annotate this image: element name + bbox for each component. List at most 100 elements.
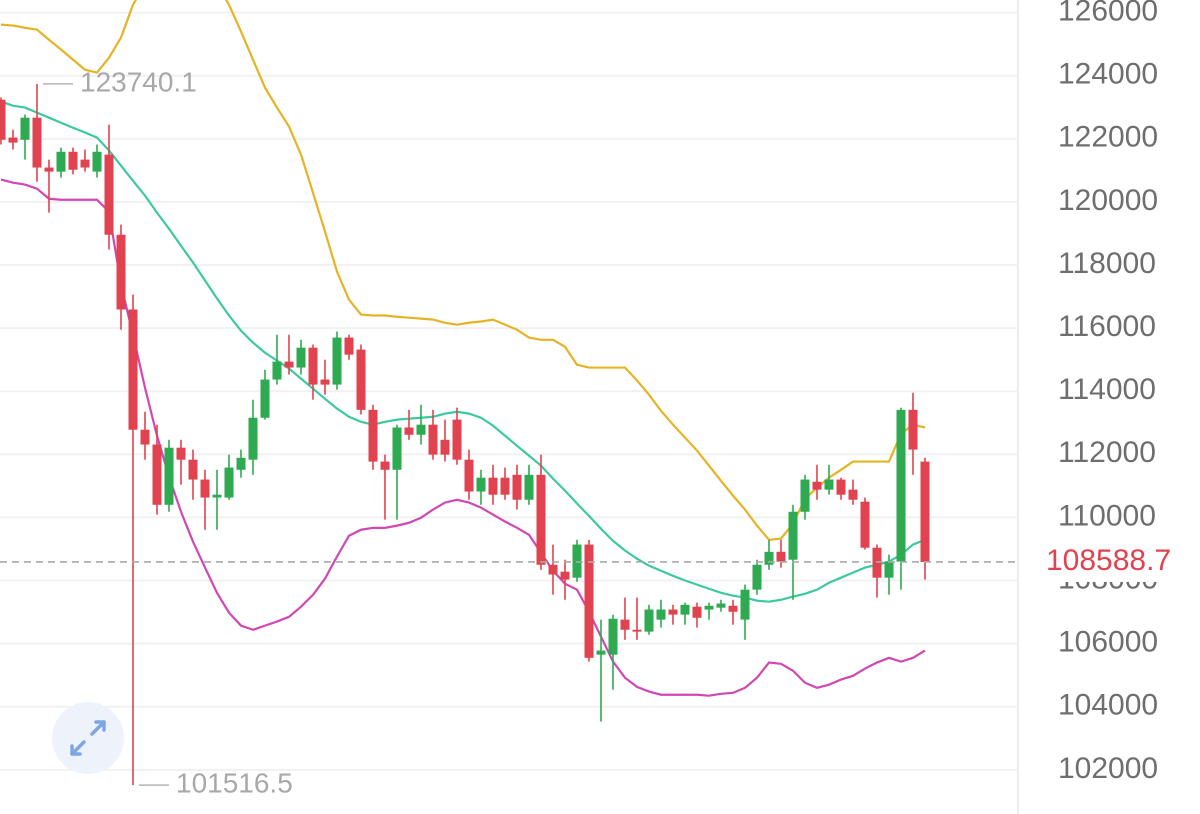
candle-body <box>488 477 498 495</box>
price-label: 108588.7 <box>1046 544 1171 577</box>
candle-body <box>884 561 894 578</box>
candle-body <box>128 309 138 430</box>
candle-body <box>416 424 426 435</box>
band-line <box>0 0 926 541</box>
candle-body <box>644 609 654 632</box>
candle-body <box>236 457 246 470</box>
candle-body <box>104 154 114 235</box>
candle-body <box>320 379 330 385</box>
candle-body <box>524 474 534 500</box>
candle-body <box>296 347 306 368</box>
candle-body <box>860 501 870 548</box>
candle-body <box>308 347 318 385</box>
candle-body <box>428 424 438 455</box>
candle-body <box>32 117 42 168</box>
candle-body <box>56 151 66 172</box>
candles <box>0 83 930 786</box>
candle-body <box>836 479 846 495</box>
y-tick-label: 118000 <box>1058 247 1156 280</box>
candle-body <box>80 159 90 168</box>
candle-body <box>632 629 642 632</box>
candle-body <box>824 479 834 490</box>
candle-body <box>740 589 750 620</box>
candle-body <box>464 459 474 492</box>
candle-body <box>728 605 738 612</box>
candle-body <box>248 417 258 460</box>
y-tick-label: 102000 <box>1058 752 1158 785</box>
candle-body <box>536 474 546 565</box>
candle-body <box>152 444 162 505</box>
overlay-lines <box>0 0 926 697</box>
candle-body <box>896 409 906 562</box>
candle-body <box>404 427 414 435</box>
candle-body <box>692 606 702 618</box>
candle-body <box>764 551 774 565</box>
candle-body <box>284 361 294 368</box>
y-tick-label: 106000 <box>1058 626 1158 659</box>
candle-body <box>752 564 762 590</box>
candle-body <box>608 618 618 655</box>
candle-body <box>596 650 606 655</box>
y-tick-label: 114000 <box>1058 373 1156 406</box>
y-tick-label: 120000 <box>1058 184 1158 217</box>
candle-body <box>704 605 714 610</box>
candle-body <box>344 337 354 355</box>
candle-body <box>920 461 930 562</box>
y-tick-label: 122000 <box>1058 121 1158 154</box>
candle-body <box>776 551 786 562</box>
candle-body <box>140 429 150 445</box>
candle-body <box>92 151 102 172</box>
candle-body <box>788 511 798 560</box>
candle-body <box>272 361 282 380</box>
candle-body <box>224 467 234 498</box>
candle-body <box>584 544 594 658</box>
y-tick-label: 126000 <box>1058 0 1158 28</box>
candle-body <box>392 427 402 470</box>
expand-icon[interactable] <box>70 720 106 756</box>
candle-body <box>44 167 54 172</box>
candle-body <box>500 477 510 495</box>
candle-body <box>560 571 570 580</box>
extreme-label: 101516.5 <box>176 767 293 798</box>
candle-body <box>212 494 222 498</box>
candle-body <box>800 479 810 512</box>
y-tick-label: 112000 <box>1058 436 1156 469</box>
band-line <box>0 100 926 603</box>
candle-body <box>572 544 582 578</box>
candle-body <box>368 409 378 462</box>
expand-button[interactable] <box>52 702 124 774</box>
candle-body <box>680 604 690 615</box>
y-tick-label: 110000 <box>1058 499 1156 532</box>
candle-body <box>656 609 666 620</box>
candle-body <box>620 619 630 630</box>
price-label-bg <box>1020 541 1200 582</box>
y-tick-label: 124000 <box>1058 58 1158 91</box>
candle-body <box>332 337 342 385</box>
candle-body <box>848 489 858 500</box>
candle-body <box>356 349 366 410</box>
y-tick-label: 104000 <box>1058 689 1158 722</box>
y-tick-label: 116000 <box>1058 310 1156 343</box>
expand-button-bg[interactable] <box>52 702 124 774</box>
candle-body <box>20 117 30 140</box>
candle-body <box>440 439 450 455</box>
candle-body <box>116 234 126 310</box>
candle-body <box>380 461 390 470</box>
grid <box>0 11 1018 771</box>
candle-body <box>908 409 918 450</box>
candle-body <box>476 477 486 492</box>
band-line <box>0 178 926 697</box>
candle-body <box>668 609 678 615</box>
candle-body <box>260 379 270 418</box>
candle-body <box>188 459 198 480</box>
candle-body <box>512 474 522 500</box>
candle-body <box>164 447 174 505</box>
candle-body <box>68 151 78 170</box>
candle-body <box>8 137 18 143</box>
extreme-label: 123740.1 <box>80 66 197 97</box>
candle-body <box>0 99 6 140</box>
